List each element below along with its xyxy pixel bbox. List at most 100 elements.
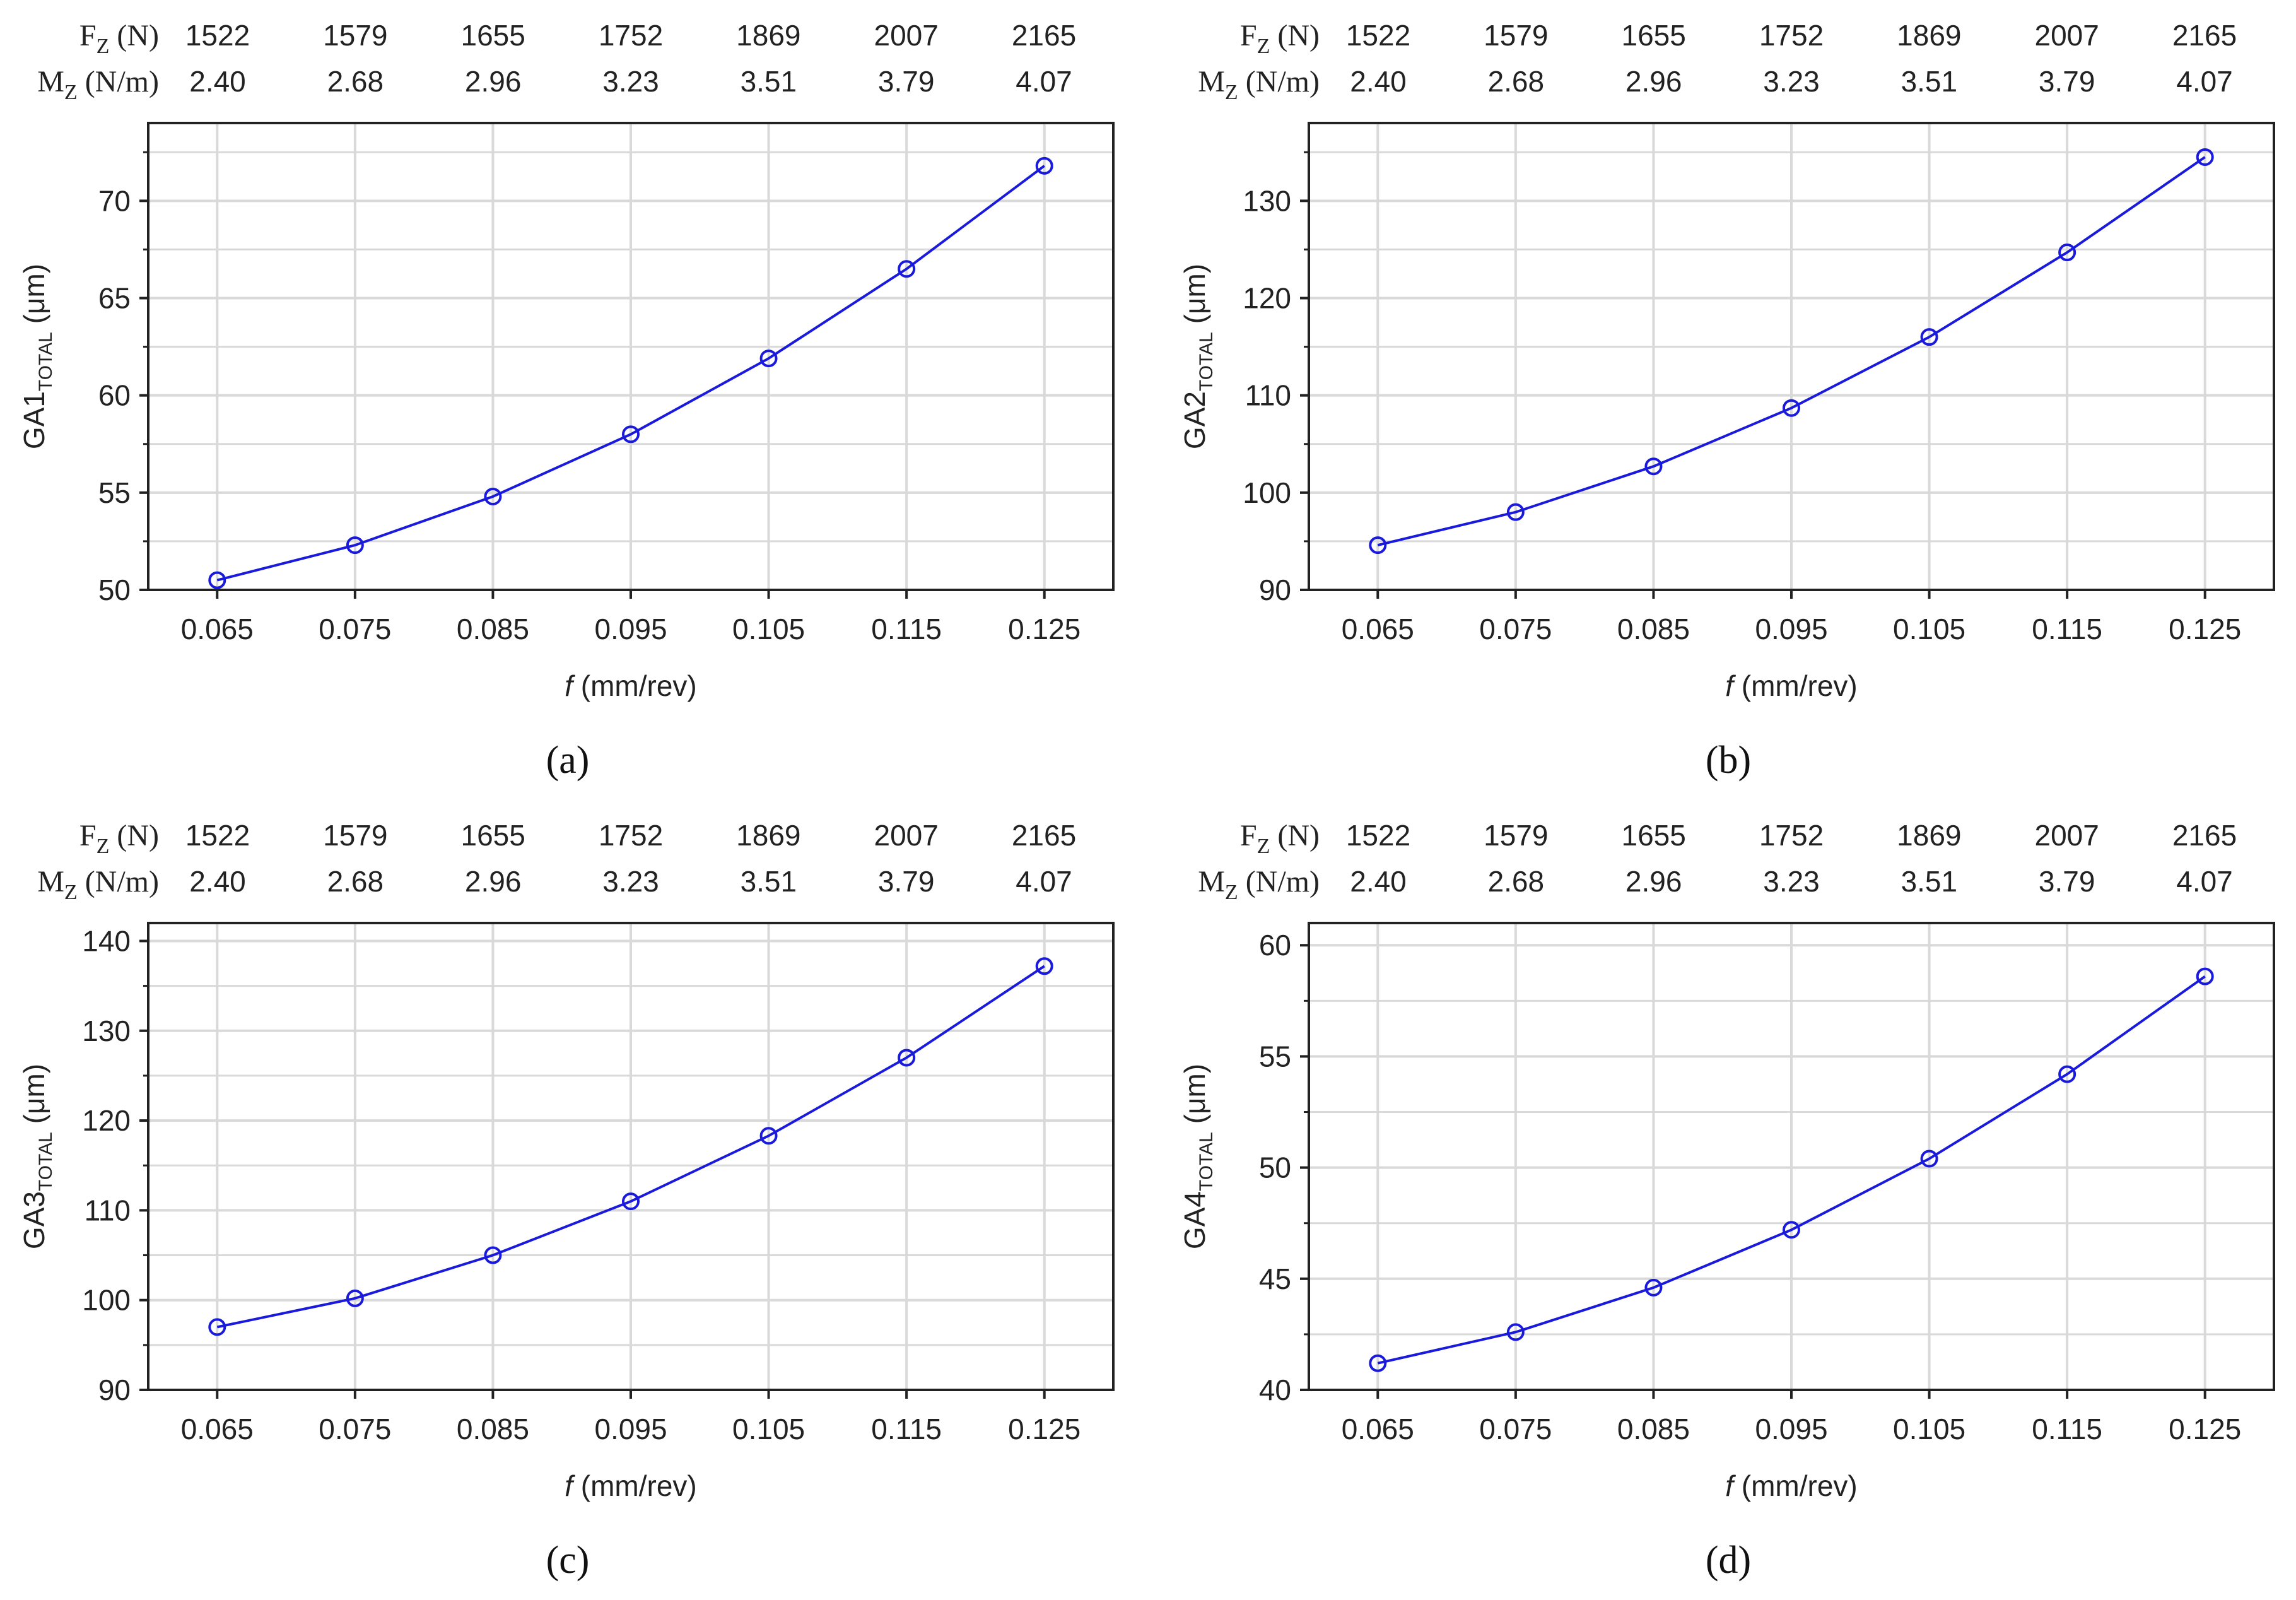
- x-tick-label-6: 0.125: [1008, 1413, 1081, 1445]
- mz-value-6: 4.07: [1016, 865, 1072, 898]
- mz-value-1: 2.68: [1488, 865, 1545, 898]
- x-axis-label: f (mm/rev): [1725, 1469, 1858, 1502]
- x-tick-label-0: 0.065: [181, 613, 254, 645]
- mz-value-1: 2.68: [327, 65, 384, 98]
- x-axis-label: f (mm/rev): [1725, 669, 1858, 702]
- y-tick-label-1: 55: [98, 476, 131, 509]
- y-tick-label-4: 130: [82, 1015, 131, 1047]
- x-tick-label-4: 0.105: [732, 613, 805, 645]
- chart-panel-c: FZ (N) 1522 1579 1655 1752 1869 2007 2165 MZ (N/…: [0, 800, 1135, 1589]
- x-tick-label-1: 0.075: [1479, 613, 1552, 645]
- y-axis-label: GA3TOTAL (μm): [18, 1064, 56, 1249]
- mz-value-3: 3.23: [1763, 865, 1820, 898]
- x-tick-label-3: 0.095: [1755, 1413, 1827, 1445]
- mz-value-5: 3.79: [2039, 865, 2095, 898]
- panel-caption-b: (b): [1705, 739, 1752, 782]
- y-tick-label-0: 40: [1259, 1374, 1291, 1406]
- data-point-0: [1369, 536, 1387, 555]
- mz-value-5: 3.79: [2039, 65, 2095, 98]
- x-tick-label-6: 0.125: [1008, 613, 1081, 645]
- mz-value-5: 3.79: [878, 865, 935, 898]
- panel-caption-a: (a): [546, 739, 590, 782]
- fz-value-6: 2165: [1012, 819, 1076, 852]
- fz-value-6: 2165: [2172, 819, 2237, 852]
- y-tick-label-3: 120: [82, 1104, 131, 1137]
- mz-value-1: 2.68: [327, 865, 384, 898]
- y-axis-label: GA1TOTAL (μm): [18, 264, 56, 449]
- x-tick-label-1: 0.075: [1479, 1413, 1552, 1445]
- mz-value-0: 2.40: [189, 65, 246, 98]
- fz-value-4: 1869: [1897, 19, 1961, 52]
- panel-caption-d: (d): [1705, 1539, 1752, 1582]
- y-tick-label-2: 110: [1245, 379, 1291, 412]
- mz-value-4: 3.51: [1901, 865, 1958, 898]
- chart-panel-b: FZ (N) 1522 1579 1655 1752 1869 2007 2165 MZ (N/…: [1161, 0, 2296, 789]
- panel-caption-c: (c): [546, 1539, 590, 1582]
- x-tick-label-2: 0.085: [1617, 613, 1690, 645]
- data-point-0: [1369, 1354, 1387, 1372]
- x-tick-label-2: 0.085: [457, 613, 529, 645]
- mz-value-1: 2.68: [1488, 65, 1545, 98]
- fz-value-5: 2007: [874, 19, 938, 52]
- data-point-6: [2196, 967, 2214, 985]
- mz-value-2: 2.96: [465, 865, 522, 898]
- data-point-1: [346, 536, 364, 555]
- mz-value-3: 3.23: [602, 865, 659, 898]
- x-tick-label-6: 0.125: [2169, 613, 2241, 645]
- y-tick-label-3: 65: [98, 282, 131, 315]
- fz-value-0: 1522: [1346, 819, 1410, 852]
- chart-panel-d: FZ (N) 1522 1579 1655 1752 1869 2007 2165 MZ (N/…: [1161, 800, 2296, 1589]
- fz-value-4: 1869: [736, 819, 800, 852]
- y-tick-label-3: 120: [1243, 282, 1291, 315]
- y-tick-label-5: 140: [82, 924, 131, 957]
- chart-svg-d: FZ (N) 1522 1579 1655 1752 1869 2007 2165 MZ (N/…: [1178, 819, 2275, 1502]
- y-tick-label-1: 100: [82, 1284, 131, 1317]
- mz-value-6: 4.07: [2176, 65, 2233, 98]
- data-point-5: [2058, 1065, 2076, 1083]
- y-tick-label-1: 45: [1259, 1262, 1291, 1295]
- fz-value-4: 1869: [736, 19, 800, 52]
- x-tick-label-5: 0.115: [871, 1413, 942, 1445]
- data-point-1: [1506, 503, 1525, 521]
- x-tick-label-1: 0.075: [319, 613, 391, 645]
- data-point-4: [759, 1127, 778, 1145]
- mz-value-2: 2.96: [465, 65, 522, 98]
- data-point-3: [1783, 399, 1800, 417]
- fz-value-3: 1752: [1759, 819, 1824, 852]
- fz-value-3: 1752: [599, 19, 663, 52]
- data-point-2: [484, 488, 502, 505]
- fz-row-label: FZ (N): [1240, 819, 1320, 858]
- data-point-2: [484, 1246, 502, 1264]
- y-tick-label-4: 60: [1259, 929, 1291, 962]
- fz-value-4: 1869: [1897, 819, 1961, 852]
- data-point-4: [1920, 328, 1938, 346]
- data-point-3: [622, 1192, 640, 1211]
- data-point-4: [759, 350, 778, 368]
- mz-row-label: MZ (N/m): [37, 65, 159, 104]
- y-tick-label-2: 50: [1259, 1151, 1291, 1184]
- data-point-1: [1506, 1323, 1525, 1341]
- mz-row-label: MZ (N/m): [1198, 865, 1320, 904]
- x-tick-label-5: 0.115: [2032, 613, 2102, 645]
- mz-value-0: 2.40: [1350, 865, 1407, 898]
- x-tick-label-0: 0.065: [181, 1413, 254, 1445]
- mz-value-3: 3.23: [1763, 65, 1820, 98]
- mz-value-3: 3.23: [602, 65, 659, 98]
- x-tick-label-0: 0.065: [1342, 613, 1414, 645]
- series-line: [216, 965, 1045, 1329]
- chart-svg-b: FZ (N) 1522 1579 1655 1752 1869 2007 2165 MZ (N/…: [1178, 19, 2275, 702]
- x-tick-label-4: 0.105: [1893, 613, 1965, 645]
- fz-value-1: 1579: [323, 819, 387, 852]
- data-point-6: [2196, 148, 2214, 166]
- fz-value-2: 1655: [1621, 19, 1685, 52]
- fz-value-0: 1522: [1346, 19, 1410, 52]
- fz-value-5: 2007: [2034, 819, 2099, 852]
- mz-value-0: 2.40: [1350, 65, 1407, 98]
- data-point-5: [898, 1049, 916, 1067]
- data-point-0: [208, 571, 226, 589]
- data-point-1: [346, 1289, 364, 1307]
- mz-value-4: 3.51: [1901, 65, 1958, 98]
- mz-value-2: 2.96: [1625, 865, 1682, 898]
- x-tick-label-3: 0.095: [594, 1413, 667, 1445]
- fz-value-3: 1752: [1759, 19, 1824, 52]
